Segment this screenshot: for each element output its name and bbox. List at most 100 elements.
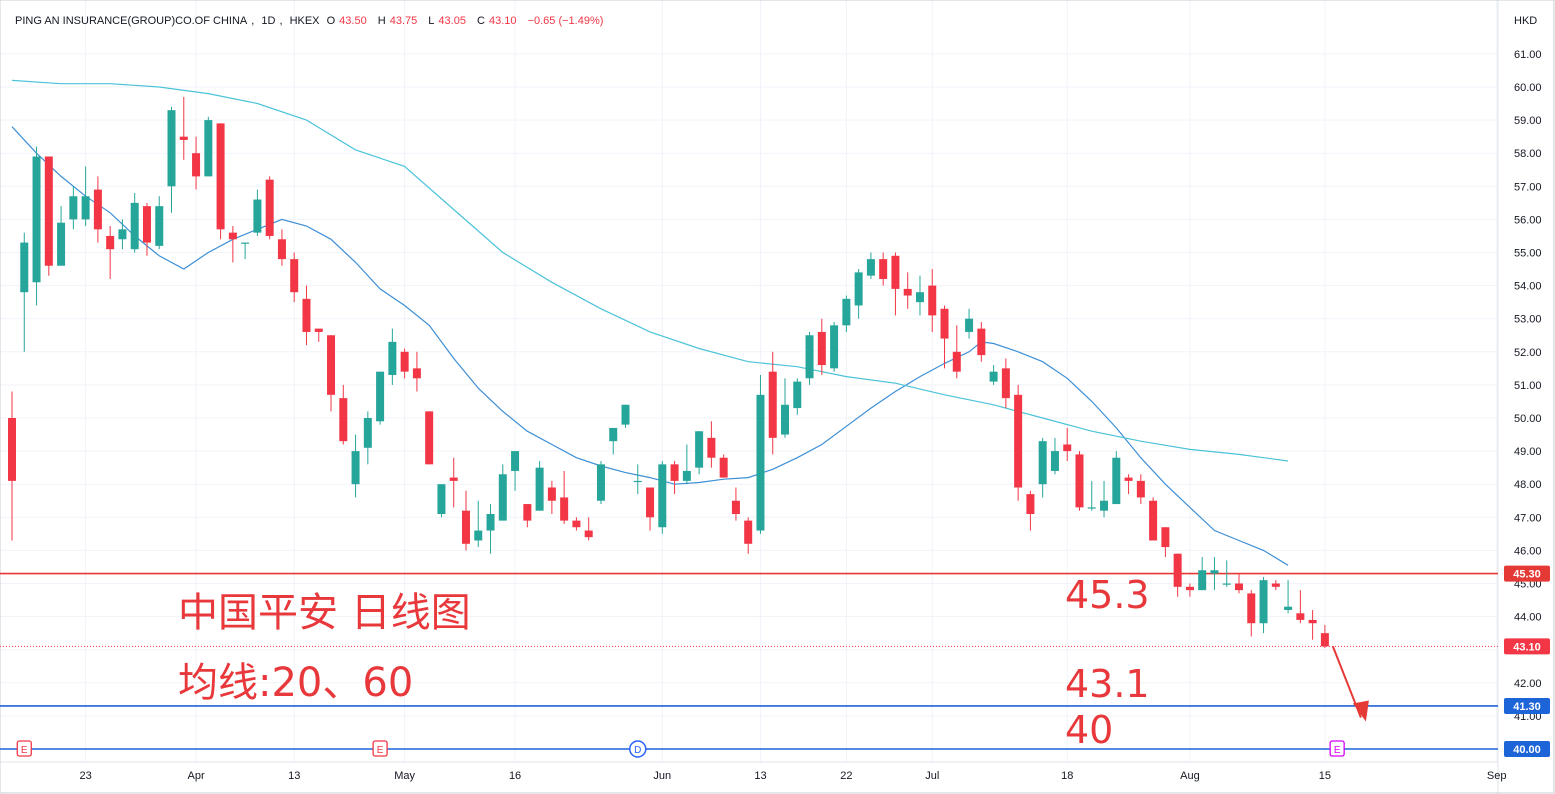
candle-body [461, 510, 470, 544]
candle-body [1136, 480, 1145, 498]
candle-body [695, 431, 704, 468]
candle-body [805, 335, 814, 379]
level-annotation-40: 40 [1065, 708, 1114, 752]
candle-body [572, 520, 581, 528]
candle-body [1100, 500, 1109, 511]
candle-body [768, 371, 777, 438]
candle-body [498, 474, 507, 521]
candle-body [523, 504, 532, 521]
earnings-event-label: E [1334, 745, 1341, 756]
candle-body [1222, 583, 1231, 585]
candle-body [731, 500, 740, 514]
time-tick-label: 13 [288, 770, 300, 782]
candle-body [866, 259, 875, 276]
interval-sep: , [279, 15, 283, 27]
candle-body [130, 202, 139, 250]
time-tick-label: 13 [754, 770, 766, 782]
symbol-header: PING AN INSURANCE(GROUP)CO.OF CHINA, 1D,… [15, 15, 607, 27]
price-tick-label: 57.00 [1514, 181, 1542, 193]
candle-body [314, 328, 323, 332]
dividend-event-marker [629, 740, 647, 758]
candle-body [1210, 570, 1219, 574]
candle-body [891, 255, 900, 289]
currency-label: HKD [1514, 15, 1537, 27]
candle-body [842, 298, 851, 326]
price-tick-label: 56.00 [1514, 214, 1542, 226]
close-value: C 43.10 [477, 15, 517, 27]
candle-body [670, 464, 679, 481]
candle-body [511, 451, 520, 471]
candle-body [1112, 457, 1121, 505]
candle-body [830, 325, 839, 369]
candle-body [1247, 593, 1256, 624]
change-value: −0.65 (−1.49%) [527, 15, 604, 27]
candle-body [719, 457, 728, 478]
interval-label[interactable]: 1D [261, 15, 276, 27]
candle-body [179, 136, 188, 140]
candle-body [989, 371, 998, 382]
price-tick-label: 60.00 [1514, 82, 1542, 94]
candle-body [621, 404, 630, 425]
price-tick-label: 47.00 [1514, 512, 1542, 524]
open-value: O 43.50 [326, 15, 367, 27]
time-tick-label: 23 [79, 770, 91, 782]
symbol-sep: , [251, 15, 255, 27]
candle-body [253, 199, 262, 233]
time-tick-label: Apr [187, 770, 204, 782]
candles-group [8, 96, 1329, 649]
candle-body [1050, 451, 1059, 471]
symbol-name[interactable]: PING AN INSURANCE(GROUP)CO.OF CHINA [15, 15, 248, 27]
candle-body [142, 206, 151, 243]
dividend-event-label: D [634, 745, 641, 756]
candle-body [1124, 477, 1133, 481]
earnings-event-marker [1329, 740, 1345, 757]
candle-body [658, 464, 667, 528]
candle-body [1185, 586, 1194, 591]
candle-body [1173, 553, 1182, 587]
candle-body [1149, 500, 1158, 541]
candle-body [8, 418, 16, 481]
candle-body [1296, 613, 1305, 620]
candle-body [1284, 606, 1293, 610]
candle-body [155, 206, 164, 246]
candle-body [1198, 570, 1207, 591]
candle-body [118, 229, 127, 240]
candle-body [449, 477, 458, 481]
candle-body [376, 371, 385, 422]
chart-title-annotation: 中国平安 日线图 [178, 590, 471, 636]
candle-body [486, 513, 495, 531]
candle-body [388, 341, 397, 375]
candle-body [327, 335, 336, 395]
candle-body [228, 232, 237, 240]
level-price-tag: 41.30 [1513, 701, 1541, 713]
time-tick-label: 15 [1319, 770, 1331, 782]
candle-body [1038, 441, 1047, 485]
price-tick-label: 51.00 [1514, 380, 1542, 392]
earnings-event-marker [372, 740, 388, 757]
candle-body [854, 272, 863, 306]
time-tick-label: 22 [840, 770, 852, 782]
candle-body [646, 487, 655, 518]
price-axis-panel [1498, 0, 1555, 794]
candle-body [474, 530, 483, 541]
last-price-tag: 43.10 [1513, 641, 1541, 653]
time-tick-label: Jun [653, 770, 671, 782]
level-annotation-45: 45.3 [1065, 573, 1150, 617]
candle-body [940, 308, 949, 339]
candle-body [1259, 580, 1268, 624]
candle-body [93, 189, 102, 230]
candle-body [204, 120, 213, 177]
time-tick-label: Jul [925, 770, 939, 782]
candle-body [265, 179, 274, 236]
ma-60-line [11, 79, 1289, 462]
candle-body [535, 467, 544, 511]
price-tick-label: 61.00 [1514, 49, 1542, 61]
candle-body [1001, 368, 1010, 399]
candle-body [682, 470, 691, 481]
candle-body [1063, 444, 1072, 452]
candle-body [1320, 633, 1329, 647]
candle-body [425, 411, 434, 465]
